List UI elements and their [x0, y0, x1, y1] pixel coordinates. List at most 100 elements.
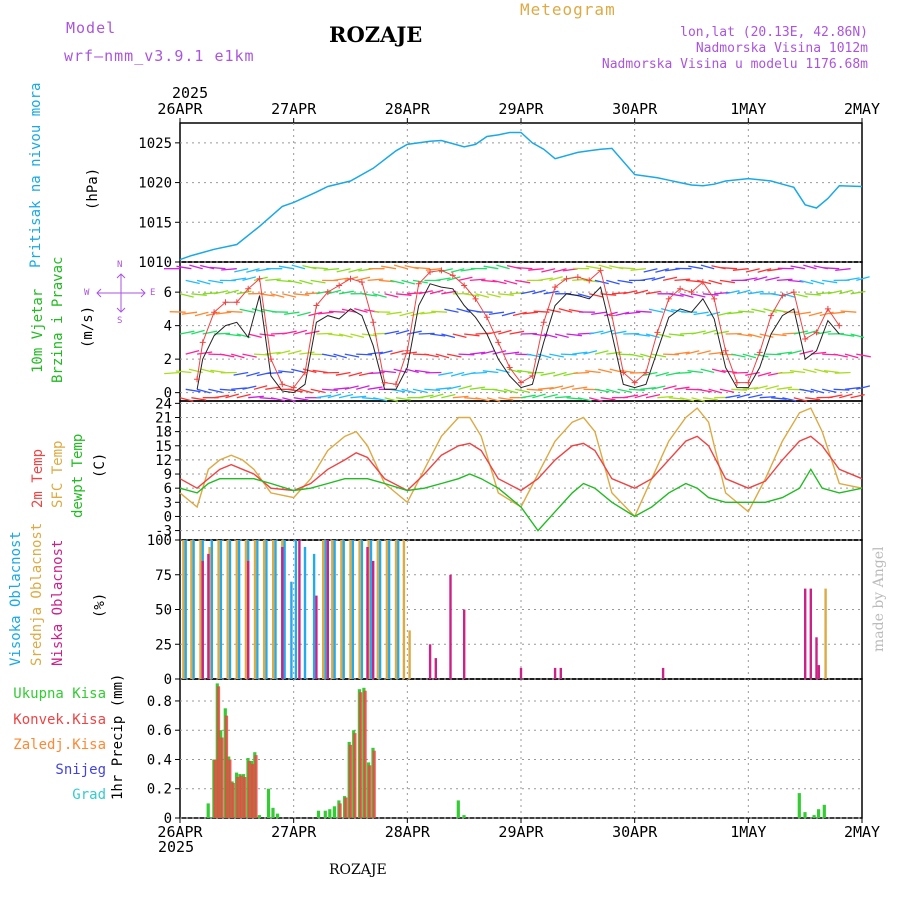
wind-arrow — [708, 388, 722, 394]
wind-arrow — [635, 310, 652, 313]
precip-conv-bar — [359, 692, 363, 818]
wind-arrow — [765, 385, 779, 390]
wind-arrow — [634, 393, 649, 399]
wind-arrow — [606, 388, 620, 394]
cloud-mid-bar — [331, 540, 334, 679]
cloud-mid-bar — [190, 540, 193, 679]
wind-arrow — [526, 388, 543, 391]
wind-arrow — [738, 310, 755, 313]
precip-conv-bar — [338, 803, 342, 818]
wind-arrow — [233, 371, 249, 376]
cloud-high-bar — [237, 540, 241, 679]
y-tick-temp: 24 — [155, 396, 172, 412]
wind-arrow — [367, 386, 383, 390]
wind-arrow — [520, 332, 537, 335]
wind-arrow — [373, 293, 387, 298]
cloud-mid-bar — [244, 540, 248, 679]
wind-arrow — [589, 397, 603, 402]
wind-arrow — [553, 371, 567, 377]
wind-gust-marker — [654, 329, 661, 336]
wind-arrow — [736, 289, 751, 295]
wind-arrow — [234, 268, 249, 273]
wind-arrow — [526, 353, 542, 358]
wind-arrow — [208, 279, 224, 284]
x-tick-bottom: 2MAY — [844, 823, 880, 841]
wind-arrow — [197, 351, 213, 355]
wind-arrow — [333, 277, 349, 282]
wind-arrow — [573, 371, 590, 375]
cloud-high-bar — [294, 540, 298, 679]
wind-gust-marker — [347, 275, 354, 282]
wind-arrow — [790, 265, 806, 270]
wind-arrow — [164, 371, 181, 375]
y-tick-pressure: 1020 — [138, 176, 172, 192]
wind-arrow — [611, 330, 627, 335]
wind-arrow — [401, 388, 416, 394]
precip-conv-bar — [251, 763, 255, 818]
wind-arrow — [185, 279, 200, 285]
wind-arrow — [598, 368, 613, 374]
wind-arrow — [338, 333, 353, 339]
precip-total-bar — [316, 810, 321, 818]
wind-arrow — [483, 265, 499, 270]
wind-arrow — [793, 330, 809, 335]
wind-arrow — [446, 276, 461, 282]
cloud-mid-bar — [340, 540, 343, 679]
wind-arrow — [253, 353, 270, 356]
wind-gust-marker — [733, 379, 740, 386]
wind-arrow — [757, 371, 772, 377]
x-tick-top: 26APR — [157, 100, 203, 118]
product-title: Meteogram — [520, 0, 616, 19]
wind-gust-marker — [245, 285, 252, 292]
wind-arrow — [748, 290, 764, 295]
wind-arrow — [805, 293, 821, 296]
wind-arrow — [789, 370, 806, 374]
wind-gust-marker — [643, 369, 650, 376]
wind-gust-marker — [267, 356, 274, 363]
wind-arrow — [655, 268, 669, 273]
compass-n: N — [117, 260, 123, 270]
precip-conv-bar — [243, 777, 247, 818]
wind-arrow — [386, 311, 402, 315]
wind-gust-marker — [211, 309, 218, 316]
wind-arrow — [540, 371, 556, 376]
wind-arrow — [390, 350, 404, 355]
wind-arrow — [532, 393, 546, 399]
wind-arrow — [239, 308, 255, 313]
wind-arrow — [522, 311, 539, 315]
wind-arrow — [702, 397, 718, 401]
wind-arrow — [492, 388, 508, 393]
wind-arrow — [276, 350, 291, 355]
wind-arrow — [350, 395, 367, 399]
wind-gust-marker — [427, 269, 434, 276]
wind-arrow — [822, 388, 837, 393]
wind-arrow — [225, 333, 241, 337]
wind-arrow — [799, 350, 814, 355]
wind-arrow — [834, 371, 851, 374]
wind-arrow — [827, 289, 842, 295]
precip-conv-bar — [363, 690, 367, 818]
wind-arrow — [393, 264, 408, 270]
wind-arrow — [844, 353, 859, 359]
wind-arrow — [446, 385, 462, 390]
wind-arrow — [246, 371, 260, 377]
wind-gust-marker — [461, 282, 468, 289]
wind-arrow — [823, 369, 840, 374]
wind-arrow — [823, 267, 840, 270]
wind-arrow — [189, 264, 203, 270]
cloud-high-bar — [351, 540, 354, 679]
cloud-mid-bar — [272, 540, 275, 679]
wind-arrow — [753, 353, 769, 358]
wind-arrow — [441, 290, 457, 295]
cloud-low-bar — [559, 667, 562, 679]
wind-arrow — [748, 393, 763, 399]
wind-arrow — [509, 330, 525, 335]
cloud-low-bar — [463, 609, 466, 679]
wind-arrow — [242, 276, 256, 282]
y-tick-temp: 0 — [164, 509, 172, 525]
wind-arrow — [732, 268, 749, 271]
wind-arrow — [549, 353, 564, 358]
cloud-low-bar — [326, 540, 329, 679]
wind-arrow — [840, 310, 857, 313]
panel-frame-pressure — [179, 122, 863, 263]
